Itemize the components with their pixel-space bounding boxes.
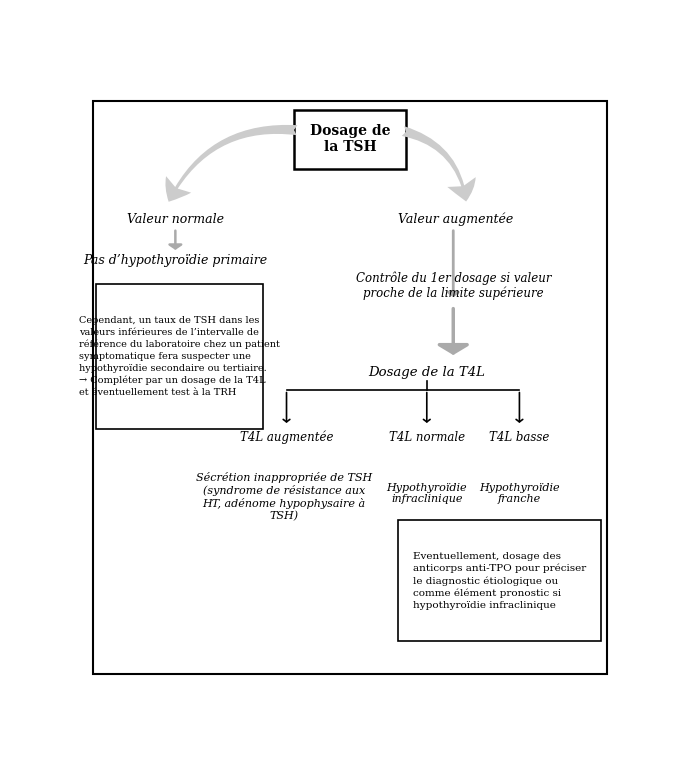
Text: Contrôle du 1er dosage si valeur
proche de la limite supérieure: Contrôle du 1er dosage si valeur proche … [356, 272, 551, 301]
FancyBboxPatch shape [398, 520, 602, 641]
Text: T4L augmentée: T4L augmentée [240, 431, 333, 444]
Text: Hypothyroïdie
infraclinique: Hypothyroïdie infraclinique [387, 483, 467, 505]
Text: Dosage de la T4L: Dosage de la T4L [368, 366, 485, 379]
Text: Dosage de
la TSH: Dosage de la TSH [310, 124, 390, 154]
Text: Cependant, un taux de TSH dans les
valeurs inférieures de l’intervalle de
référe: Cependant, un taux de TSH dans les valeu… [79, 316, 280, 397]
Text: Sécrétion inappropriée de TSH
(syndrome de résistance aux
HT, adénome hypophysai: Sécrétion inappropriée de TSH (syndrome … [196, 472, 372, 521]
Text: T4L basse: T4L basse [489, 431, 550, 444]
FancyBboxPatch shape [294, 110, 406, 169]
Text: Valeur augmentée: Valeur augmentée [398, 212, 514, 225]
FancyBboxPatch shape [96, 284, 263, 429]
Text: T4L normale: T4L normale [389, 431, 465, 444]
Text: Valeur normale: Valeur normale [127, 212, 224, 225]
Text: Eventuellement, dosage des
anticorps anti-TPO pour préciser
le diagnostic étiolo: Eventuellement, dosage des anticorps ant… [413, 551, 586, 610]
Text: Hypothyroïdie
franche: Hypothyroïdie franche [479, 483, 560, 505]
Text: Pas d’hypothyroïdie primaire: Pas d’hypothyroïdie primaire [83, 254, 268, 267]
